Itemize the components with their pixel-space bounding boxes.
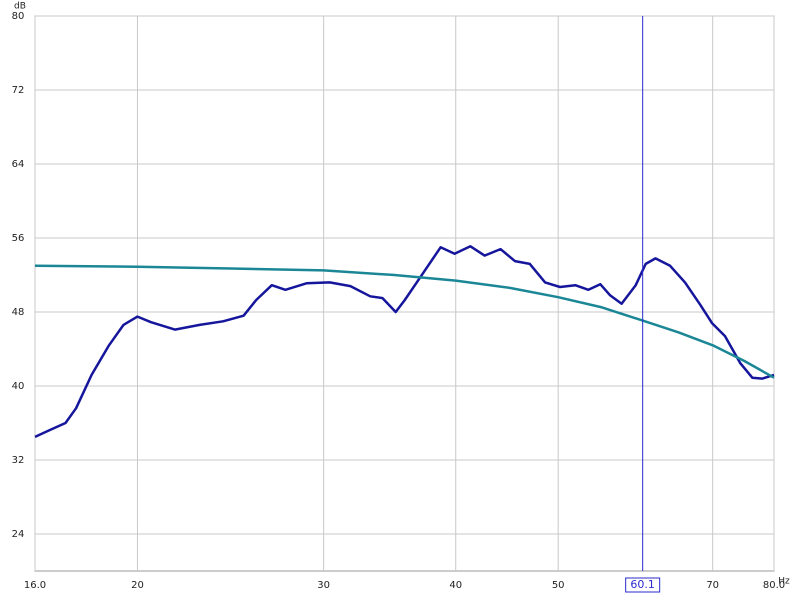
y-tick-label: 24	[12, 529, 25, 540]
plot-area	[34, 15, 775, 572]
cursor-box	[625, 577, 661, 593]
series-line	[34, 264, 775, 379]
y-tick-label: 56	[12, 233, 25, 244]
series-line	[34, 245, 775, 439]
x-tick-label: 20	[131, 580, 144, 591]
x-tick-label: 30	[317, 580, 330, 591]
y-tick-label: 72	[12, 85, 25, 96]
cursor-label: 60.1	[630, 578, 655, 591]
x-tick-label: 40	[449, 580, 462, 591]
x-unit: Hz	[778, 577, 790, 587]
y-tick-label: 64	[12, 159, 25, 170]
y-tick-label: 32	[12, 455, 25, 466]
y-tick-label: 48	[12, 307, 25, 318]
x-tick-label: 16.0	[24, 580, 46, 591]
x-tick-label: 50	[552, 580, 565, 591]
y-tick-label: 40	[12, 381, 25, 392]
y-tick-label: 80	[12, 11, 25, 22]
x-tick-label: 80.0	[763, 580, 785, 591]
y-unit: dB	[14, 2, 26, 12]
x-tick-label: 70	[706, 580, 719, 591]
